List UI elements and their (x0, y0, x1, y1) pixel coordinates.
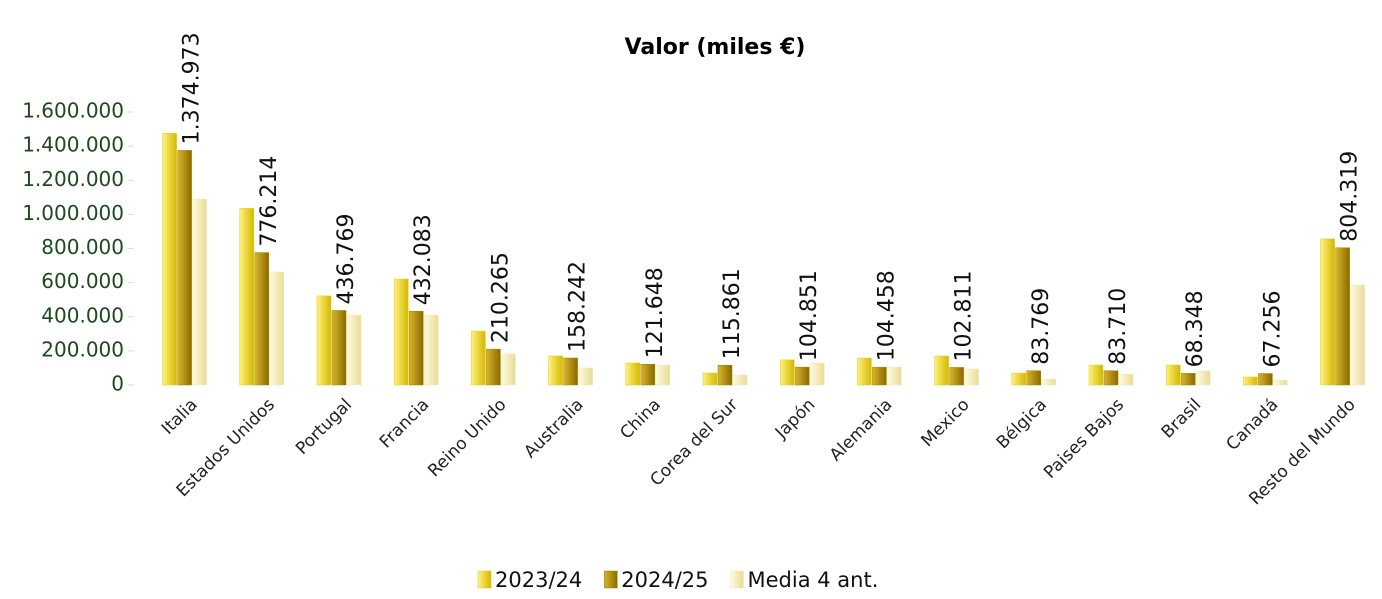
bar (1118, 373, 1134, 386)
bar (316, 295, 332, 386)
x-tick-label: Australia (520, 395, 587, 462)
legend-swatch (604, 570, 618, 589)
bar (423, 314, 439, 386)
x-tick-label: Alemania (826, 395, 897, 466)
bar (625, 362, 641, 386)
bar (1103, 370, 1119, 386)
bar (239, 208, 255, 386)
legend-label: 2024/25 (621, 568, 708, 592)
bar (1258, 373, 1273, 386)
data-label: 804.319 (1338, 151, 1363, 242)
x-tick-label: Francia (376, 395, 433, 452)
bar (857, 357, 872, 386)
data-label: 776.214 (257, 156, 282, 247)
data-label: 210.265 (488, 252, 513, 343)
bar (640, 363, 656, 386)
chart-title: Valor (miles €) (625, 35, 806, 60)
bar (1335, 247, 1350, 386)
x-tick-label: Reino Unido (424, 395, 510, 481)
bar (1165, 364, 1181, 386)
bar (177, 150, 192, 386)
data-label: 158.242 (566, 261, 591, 352)
bar (1026, 370, 1042, 386)
data-label: 115.861 (720, 268, 745, 359)
bar (1273, 379, 1288, 386)
bar (578, 367, 593, 386)
bar (1088, 364, 1104, 386)
y-tick-label: 1.200.000 (22, 167, 124, 191)
bar (471, 330, 486, 386)
bar (887, 366, 902, 386)
data-label: 121.648 (643, 267, 668, 358)
data-label: 83.769 (1029, 288, 1054, 365)
bar (408, 311, 424, 386)
bar (949, 367, 964, 386)
bar (192, 198, 207, 386)
bar (1011, 372, 1027, 386)
bar (346, 314, 362, 386)
bar (964, 368, 979, 386)
bar (1041, 378, 1057, 386)
bar (717, 364, 733, 386)
y-tick-label: 400.000 (41, 303, 124, 327)
legend-swatch (730, 570, 744, 589)
bar (501, 353, 516, 386)
y-tick-label: 0 (111, 372, 124, 396)
bar (486, 348, 501, 386)
x-tick-label: Italia (158, 395, 202, 439)
data-label: 1.374.973 (180, 32, 205, 144)
bar (1243, 376, 1258, 386)
y-tick-label: 600.000 (41, 269, 124, 293)
data-label: 104.851 (797, 270, 822, 361)
legend-label: Media 4 ant. (748, 568, 879, 592)
bar (779, 359, 795, 386)
x-tick-label: Portugal (292, 395, 356, 459)
x-tick-label: Mexico (918, 395, 974, 451)
y-tick-label: 1.400.000 (22, 133, 124, 157)
bar (702, 372, 718, 386)
bar (254, 252, 270, 386)
data-label: 104.458 (874, 270, 899, 361)
x-tick-label: Canadá (1223, 395, 1283, 455)
x-tick-label: Paises Bajos (1040, 395, 1128, 483)
x-tick-label: China (616, 395, 664, 443)
bar (809, 362, 825, 386)
data-label: 83.710 (1106, 288, 1131, 365)
data-label: 67.256 (1260, 291, 1285, 368)
bar (655, 364, 671, 386)
bar (548, 355, 563, 386)
bar (331, 310, 347, 386)
y-tick-label: 1.000.000 (22, 201, 124, 225)
bar (1320, 238, 1335, 386)
x-tick-label: Bélgica (993, 395, 1051, 453)
bar (563, 357, 578, 386)
bar (1180, 373, 1196, 386)
y-tick-label: 800.000 (41, 235, 124, 259)
bar (794, 366, 810, 386)
bar (393, 278, 409, 386)
data-label: 436.769 (334, 213, 359, 304)
bar (1350, 284, 1365, 386)
bar (162, 133, 177, 386)
x-tick-label: Japón (771, 395, 819, 443)
legend-label: 2023/24 (495, 568, 582, 592)
bar (732, 374, 748, 386)
bar (872, 366, 887, 386)
y-tick-label: 1.600.000 (22, 99, 124, 123)
data-label: 102.811 (952, 270, 977, 361)
bar (269, 271, 285, 386)
data-label: 432.083 (411, 214, 436, 305)
x-tick-label: Brasil (1158, 395, 1206, 443)
y-tick-label: 200.000 (41, 337, 124, 361)
bar (1195, 370, 1211, 386)
data-label: 68.348 (1183, 290, 1208, 367)
legend-swatch (477, 570, 492, 589)
bar (934, 355, 949, 386)
